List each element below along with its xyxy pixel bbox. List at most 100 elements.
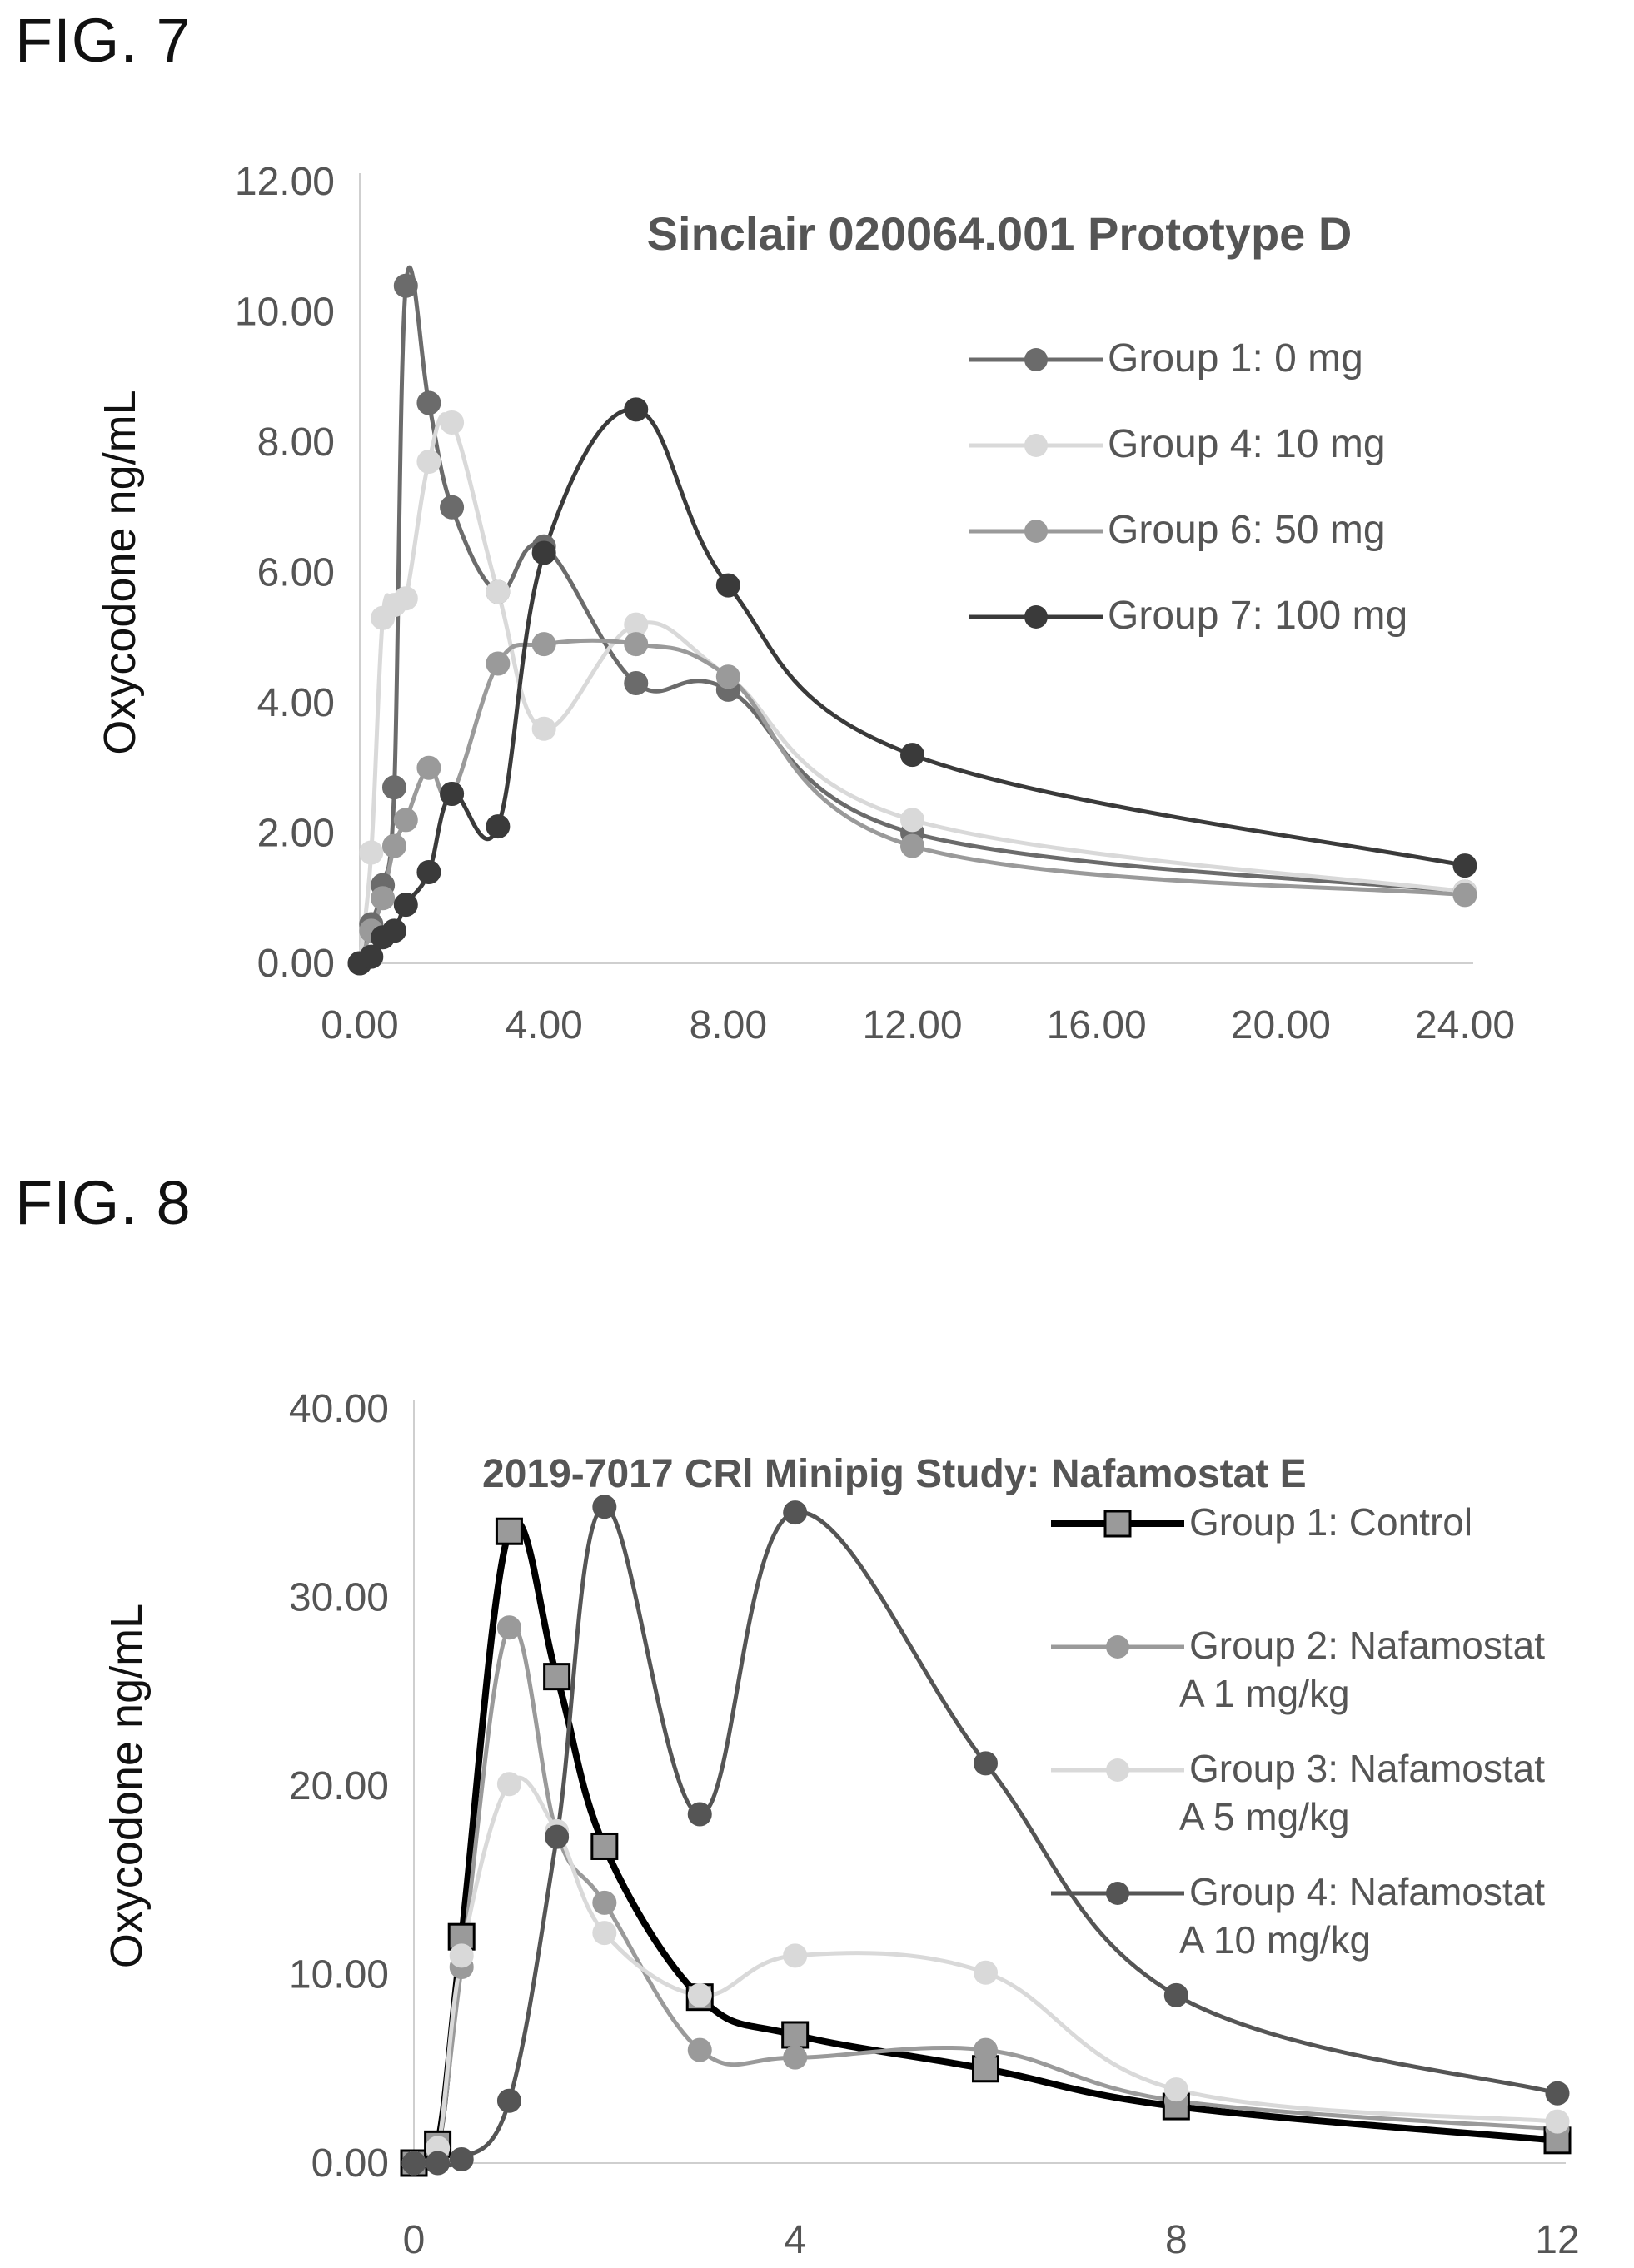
fig0-y-tick-label: 8.00	[257, 420, 335, 465]
fig1-legend-marker-2	[1106, 1635, 1129, 1659]
fig0-series-2-point	[531, 716, 556, 741]
fig0-series-3-point	[900, 833, 924, 858]
fig1-x-tick-label: 0	[403, 2218, 426, 2262]
fig1-y-tick-label: 0.00	[311, 2141, 389, 2186]
fig0-y-tick-label: 0.00	[257, 942, 335, 986]
fig1-series-4-point	[687, 1802, 712, 1827]
fig1-series-4-point	[783, 1500, 808, 1525]
fig0-x-tick-label: 0.00	[321, 1003, 398, 1047]
fig0-series-1-point	[393, 273, 418, 298]
fig0-y-axis-title: Oxycodone ng/mL	[95, 390, 145, 754]
fig0-series-3-point	[371, 886, 396, 911]
fig-7-chart: 0.00 2.00 4.00 6.00 8.00 10.00 12.00 0.00 4.00 8.…	[95, 160, 1515, 1047]
fig-8-chart: 0.00 10.00 20.00 30.00 40.00 0 4 8 12 Oxycodone n…	[102, 1387, 1580, 2262]
fig0-series-2-point	[900, 808, 924, 833]
fig0-series-2-point	[440, 410, 465, 435]
fig1-series-3-point	[783, 1943, 808, 1968]
fig1-legend-label-4: Group 4: Nafamostat	[1189, 1870, 1545, 1913]
fig0-y-tick-label: 2.00	[257, 812, 335, 856]
fig0-chart-title: Sinclair 020064.001 Prototype D	[647, 207, 1353, 260]
fig1-series-2-point	[687, 2037, 712, 2062]
fig1-x-tick-label: 12	[1535, 2218, 1579, 2262]
fig0-series-3-point	[486, 651, 511, 676]
fig1-series-3-point	[1545, 2109, 1570, 2134]
fig1-series-4-point	[1545, 2081, 1570, 2106]
fig0-series-3-point	[1452, 883, 1477, 908]
fig0-legend-label-3: Group 6: 50 mg	[1108, 508, 1386, 552]
fig1-y-tick-label: 10.00	[289, 1953, 389, 1997]
fig0-series-line-3	[357, 638, 1467, 966]
fig1-legend-label-2: Group 2: Nafamostat	[1189, 1624, 1545, 1667]
fig0-series-3-point	[393, 808, 418, 833]
fig1-legend-label-3: Group 3: Nafamostat	[1189, 1747, 1545, 1790]
fig0-series-line-1	[357, 265, 1467, 966]
fig1-series-2-point	[783, 2045, 808, 2070]
fig0-series-4-point	[381, 918, 406, 943]
fig0-x-tick-label: 8.00	[690, 1003, 767, 1047]
fig0-legend-label-1: Group 1: 0 mg	[1108, 336, 1363, 380]
fig0-x-tick-label: 24.00	[1415, 1003, 1515, 1047]
fig1-series-3-point	[449, 1943, 474, 1968]
fig0-x-tick-label: 20.00	[1231, 1003, 1331, 1047]
fig0-legend-label-2: Group 4: 10 mg	[1108, 422, 1386, 466]
fig0-x-tick-label: 12.00	[862, 1003, 962, 1047]
fig0-x-tick-label: 16.00	[1047, 1003, 1147, 1047]
fig1-series-3-point	[687, 1982, 712, 2007]
fig0-legend-marker-4	[1024, 605, 1048, 629]
fig1-y-axis-title: Oxycodone ng/mL	[102, 1604, 152, 1968]
fig0-series-3-point	[715, 664, 740, 689]
fig0-series-2-point	[416, 449, 441, 474]
fig-8-label: FIG. 8	[15, 1168, 192, 1237]
fig1-x-tick-label: 4	[784, 2218, 806, 2262]
fig0-series-3-point	[624, 632, 649, 657]
fig1-legend-label-4: A 10 mg/kg	[1179, 1918, 1371, 1962]
fig0-series-4-point	[1452, 853, 1477, 878]
fig1-series-4-point	[496, 2088, 521, 2113]
fig1-series-4-point	[545, 1824, 570, 1849]
fig1-legend-marker-4	[1106, 1882, 1129, 1905]
fig0-series-4-point	[416, 859, 441, 884]
fig1-chart-title: 2019-7017 CRl Minipig Study: Nafamostat …	[482, 1452, 1307, 1496]
fig0-series-4-point	[393, 893, 418, 918]
fig0-y-tick-label: 12.00	[235, 160, 335, 204]
fig0-series-2-point	[486, 579, 511, 604]
fig0-series-2-point	[393, 586, 418, 611]
fig1-series-4-point	[426, 2151, 451, 2176]
fig1-series-4-point	[449, 2146, 474, 2171]
fig0-series-1-point	[440, 495, 465, 520]
fig1-series-4-point	[592, 1495, 617, 1519]
fig1-legend-label-3: A 5 mg/kg	[1179, 1795, 1350, 1838]
fig1-legend-label-1: Group 1: Control	[1189, 1500, 1472, 1544]
fig1-series-2-point	[592, 1890, 617, 1915]
fig0-legend-marker-2	[1024, 434, 1048, 457]
fig1-series-1-point	[590, 1832, 619, 1860]
fig0-series-4-point	[440, 782, 465, 807]
fig1-series-1-point	[781, 2021, 810, 2049]
fig0-series-4-point	[715, 573, 740, 598]
fig0-y-tick-label: 10.00	[235, 291, 335, 335]
fig1-y-tick-label: 30.00	[289, 1576, 389, 1620]
fig1-y-tick-label: 20.00	[289, 1764, 389, 1808]
fig0-legend-marker-3	[1024, 520, 1048, 543]
fig1-legend-label-2: A 1 mg/kg	[1179, 1672, 1350, 1715]
fig0-series-1-point	[381, 775, 406, 800]
fig1-series-3-point	[496, 1772, 521, 1797]
fig1-series-2-point	[974, 2037, 998, 2062]
fig0-y-tick-label: 6.00	[257, 551, 335, 595]
fig-7-label: FIG. 7	[15, 6, 192, 75]
fig1-series-3-point	[974, 1960, 998, 1985]
fig0-series-3-point	[416, 755, 441, 780]
fig1-series-4-point	[1163, 1982, 1188, 2007]
fig0-series-4-point	[486, 814, 511, 839]
fig0-series-4-point	[359, 944, 384, 969]
fig1-series-2-point	[496, 1615, 521, 1640]
fig1-series-3-point	[592, 1921, 617, 1946]
fig0-series-3-point	[381, 833, 406, 858]
fig1-series-4-point	[401, 2151, 426, 2176]
fig0-series-2-point	[359, 840, 384, 865]
fig0-legend-marker-1	[1024, 348, 1048, 371]
fig1-series-1-point	[495, 1517, 523, 1545]
fig1-legend-marker-3	[1106, 1758, 1129, 1782]
fig0-series-4-point	[531, 540, 556, 565]
fig1-x-tick-label: 8	[1165, 2218, 1188, 2262]
